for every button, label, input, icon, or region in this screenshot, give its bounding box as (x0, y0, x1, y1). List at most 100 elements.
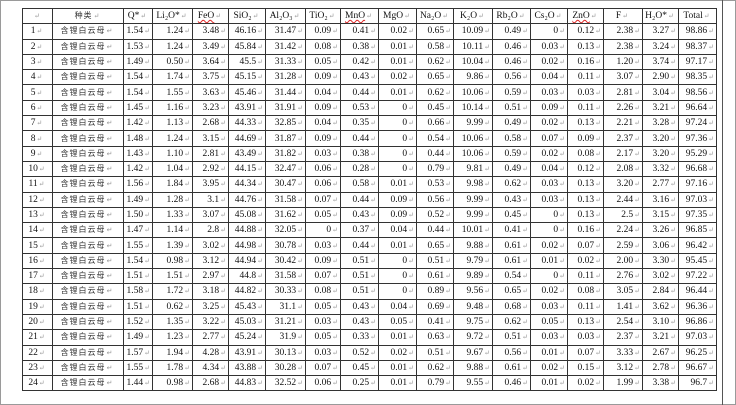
value-cell: 3.32 (642, 160, 679, 178)
value-cell: 0.03 (530, 191, 568, 208)
mineral-type: 含锂白云母 (52, 359, 124, 377)
value-cell: 97.22 (678, 268, 717, 285)
column-header-label: Q* (127, 11, 140, 22)
value-cell: 0.03 (567, 84, 604, 101)
value-cell: 3.15 (642, 206, 679, 224)
value-cell: 31.47 (265, 23, 306, 40)
value-cell: 0.13 (567, 176, 604, 193)
value-cell: 44.88 (228, 222, 266, 239)
value-cell: 0.62 (416, 53, 454, 71)
row-number: 5 (22, 84, 53, 101)
value-cell: 0.03 (530, 38, 568, 55)
value-cell: 45.46 (228, 84, 266, 101)
value-cell: 1.49 (123, 53, 153, 71)
mineral-type: 含锂白云母 (52, 252, 124, 270)
table-row: 18含锂白云母1.581.723.1844.8230.330.080.5100.… (22, 283, 717, 300)
row-number: 1 (22, 23, 53, 40)
value-cell: 1.54 (123, 69, 153, 86)
value-cell: 0.02 (530, 53, 568, 71)
value-cell: 0.02 (530, 283, 568, 300)
value-cell: 9.99 (453, 115, 493, 132)
value-cell: 0.04 (378, 298, 417, 315)
value-cell: 0.63 (416, 329, 454, 346)
value-cell: 0.33 (340, 329, 379, 346)
value-cell: 0.03 (305, 344, 341, 361)
column-header-label: ZnO (572, 11, 590, 22)
value-cell: 0.01 (378, 237, 417, 254)
value-cell: 10.06 (453, 145, 493, 162)
row-number: 20 (22, 313, 53, 331)
value-cell: 3.25 (192, 298, 229, 315)
value-cell: 9.55 (453, 375, 493, 392)
value-cell: 0.05 (305, 329, 341, 346)
value-cell: 0.02 (378, 344, 417, 361)
value-cell: 96.36 (678, 298, 717, 315)
column-header: TiO₂ (305, 7, 341, 25)
column-header-label: 种类 (74, 11, 93, 21)
value-cell: 97.17 (678, 53, 717, 71)
table-row: 5含锂白云母1.541.553.6345.4631.440.040.440.01… (22, 84, 717, 101)
value-cell: 0.09 (305, 252, 341, 270)
value-cell: 1.51 (123, 268, 153, 285)
value-cell: 0.43 (492, 191, 531, 208)
value-cell: 0 (378, 130, 417, 147)
mineral-type: 含锂白云母 (52, 375, 124, 392)
value-cell: 2.77 (642, 176, 679, 193)
value-cell: 44.76 (228, 191, 266, 208)
value-cell: 1.33 (152, 206, 193, 224)
value-cell: 0 (378, 252, 417, 270)
value-cell: 44.98 (228, 237, 266, 254)
value-cell: 3.21 (642, 329, 679, 346)
row-number: 2 (22, 38, 53, 55)
value-cell: 3.12 (192, 252, 229, 270)
mineral-type: 含锂白云母 (52, 53, 124, 71)
row-number: 12 (22, 191, 53, 208)
value-cell: 30.78 (265, 237, 306, 254)
value-cell: 0.58 (340, 176, 379, 193)
value-cell: 0.49 (492, 23, 531, 40)
column-header-label: K₂O (460, 11, 478, 22)
value-cell: 0.08 (305, 283, 341, 300)
value-cell: 0.51 (340, 252, 379, 270)
value-cell: 1.47 (123, 222, 153, 239)
value-cell: 1.99 (603, 375, 643, 392)
value-cell: 1.78 (152, 359, 193, 377)
value-cell: 3.02 (192, 237, 229, 254)
value-cell: 1.56 (123, 176, 153, 193)
value-cell: 0.45 (492, 206, 531, 224)
value-cell: 30.42 (265, 252, 306, 270)
value-cell: 96.7 (678, 375, 717, 392)
mineral-type: 含锂白云母 (52, 176, 124, 193)
value-cell: 0.54 (492, 268, 531, 285)
value-cell: 9.99 (453, 206, 493, 224)
mineral-type: 含锂白云母 (52, 268, 124, 285)
value-cell: 0.62 (492, 176, 531, 193)
value-cell: 96.67 (678, 359, 717, 377)
row-number: 14 (22, 222, 53, 239)
value-cell: 2.38 (603, 23, 643, 40)
value-cell: 0.03 (305, 313, 341, 331)
column-header: F (603, 7, 643, 25)
value-cell: 96.85 (678, 222, 717, 239)
value-cell: 0.46 (492, 375, 531, 392)
value-cell: 10.04 (453, 53, 493, 71)
value-cell: 0.58 (416, 38, 454, 55)
value-cell: 1.51 (123, 298, 153, 315)
value-cell: 0.06 (305, 160, 341, 178)
value-cell: 0.07 (567, 237, 604, 254)
value-cell: 45.03 (228, 313, 266, 331)
value-cell: 45.5 (228, 53, 266, 71)
column-header: ZnO (567, 7, 604, 25)
value-cell: 9.88 (453, 359, 493, 377)
value-cell: 0.02 (530, 115, 568, 132)
value-cell: 10.14 (453, 99, 493, 117)
value-cell: 9.72 (453, 329, 493, 346)
value-cell: 0.46 (492, 53, 531, 71)
value-cell: 0.02 (378, 23, 417, 40)
value-cell: 0.09 (567, 130, 604, 147)
row-number: 15 (22, 237, 53, 254)
column-header-label: TiO₂ (309, 11, 328, 22)
value-cell: 1.57 (123, 344, 153, 361)
value-cell: 3.49 (192, 38, 229, 55)
value-cell: 97.03 (678, 329, 717, 346)
